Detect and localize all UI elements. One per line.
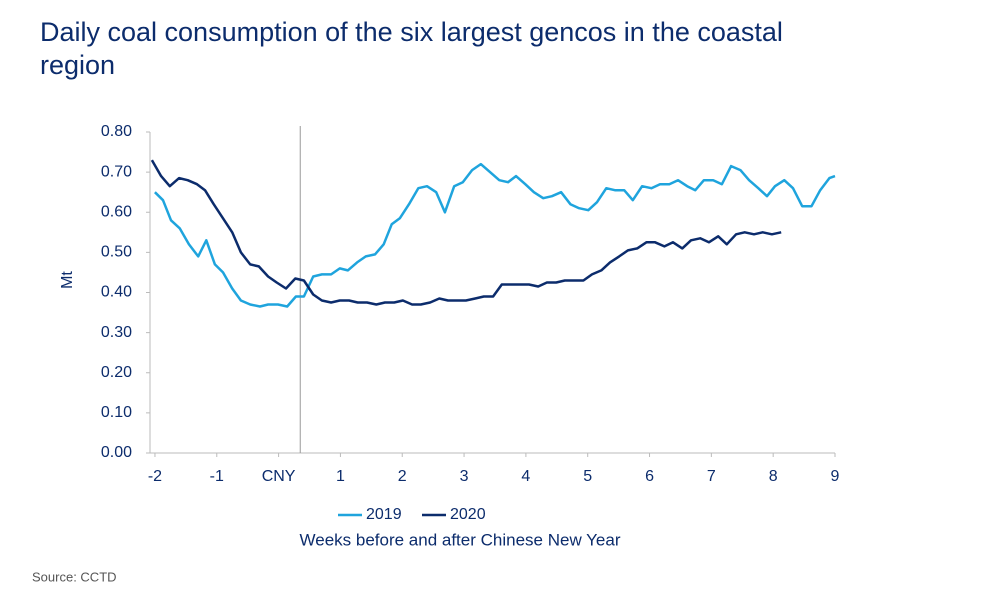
x-tick-label: 2	[398, 468, 407, 485]
y-tick-label: 0.20	[101, 364, 132, 381]
y-tick-label: 0.50	[101, 244, 132, 261]
x-axis-label: Weeks before and after Chinese New Year	[300, 530, 621, 549]
x-tick-label: -2	[148, 468, 162, 485]
x-tick-label: -1	[210, 468, 224, 485]
y-tick-label: 0.00	[101, 444, 132, 461]
x-tick-label: 7	[707, 468, 716, 485]
x-tick-label: 5	[583, 468, 592, 485]
series-line	[150, 159, 782, 306]
y-tick-label: 0.40	[101, 284, 132, 301]
x-tick-label: 9	[831, 468, 840, 485]
y-tick-label: 0.30	[101, 324, 132, 341]
x-tick-label: 4	[521, 468, 530, 485]
y-axis-label: Mt	[59, 271, 76, 289]
y-tick-label: 0.70	[101, 163, 132, 180]
y-tick-label: 0.60	[101, 203, 132, 220]
x-tick-label: 1	[336, 468, 345, 485]
chart-title: Daily coal consumption of the six larges…	[40, 17, 783, 80]
legend-label: 2020	[450, 506, 486, 523]
x-tick-label: 8	[769, 468, 778, 485]
series-line	[154, 162, 836, 308]
legend-label: 2019	[366, 506, 402, 523]
y-tick-label: 0.80	[101, 123, 132, 140]
x-tick-label: 6	[645, 468, 654, 485]
y-tick-label: 0.10	[101, 404, 132, 421]
x-tick-label: CNY	[262, 468, 296, 485]
source: Source: CCTD	[32, 569, 117, 584]
x-tick-label: 3	[460, 468, 469, 485]
